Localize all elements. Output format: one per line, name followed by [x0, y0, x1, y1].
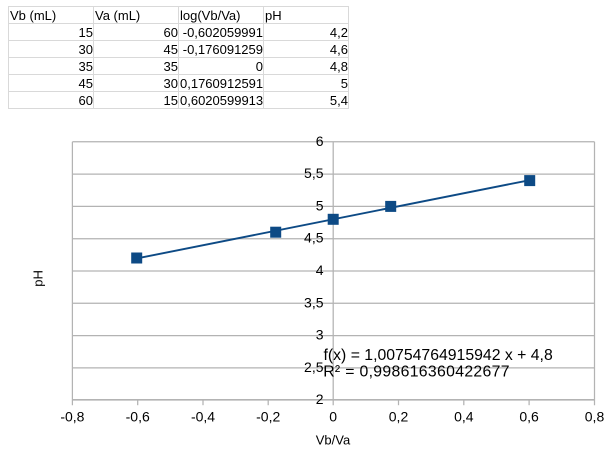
svg-text:0,2: 0,2: [389, 409, 409, 425]
svg-text:f(x) = 1,00754764915942 x + 4,: f(x) = 1,00754764915942 x + 4,8: [324, 347, 553, 364]
svg-text:pH: pH: [31, 270, 46, 287]
svg-text:0,4: 0,4: [454, 409, 474, 425]
svg-text:0: 0: [329, 409, 337, 425]
svg-text:-0,8: -0,8: [60, 409, 84, 425]
svg-text:0,8: 0,8: [585, 409, 605, 425]
svg-text:R² = 0,998616360422677: R² = 0,998616360422677: [323, 363, 510, 380]
svg-text:6: 6: [316, 133, 324, 149]
svg-text:2: 2: [316, 391, 324, 407]
svg-text:4,5: 4,5: [304, 230, 324, 246]
svg-text:5,5: 5,5: [304, 165, 324, 181]
svg-text:-0,6: -0,6: [126, 409, 150, 425]
svg-text:5: 5: [316, 197, 324, 213]
svg-text:Vb/Va: Vb/Va: [316, 433, 351, 448]
svg-text:3: 3: [316, 327, 324, 343]
svg-text:-0,4: -0,4: [191, 409, 215, 425]
svg-text:3,5: 3,5: [304, 294, 324, 310]
svg-text:2,5: 2,5: [304, 359, 324, 375]
svg-text:-0,2: -0,2: [256, 409, 280, 425]
svg-text:4: 4: [316, 262, 324, 278]
svg-text:0,6: 0,6: [519, 409, 539, 425]
